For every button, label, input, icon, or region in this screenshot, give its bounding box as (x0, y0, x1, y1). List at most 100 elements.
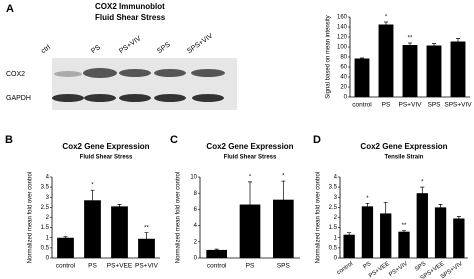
x-tick-label: PS (246, 263, 255, 270)
error-bar (402, 230, 406, 234)
lane-label: PS (90, 44, 102, 55)
y-tick-label: 20 (340, 85, 347, 91)
y-tick-label: 160 (337, 15, 348, 21)
y-tick-label: 140 (337, 25, 348, 31)
significance-marker: ** (144, 225, 149, 231)
bar (206, 249, 227, 258)
x-tick-label: PS+VIV (135, 263, 159, 270)
bar (84, 200, 101, 258)
row-label: GAPDH (6, 95, 31, 102)
y-tick-label: 2.5 (329, 205, 338, 211)
error-bar (408, 42, 412, 48)
blot-title: COX2 Immunoblot (95, 2, 165, 11)
bar (378, 24, 394, 97)
y-axis-label: Normalized mean fold over control (28, 172, 34, 263)
panel-letter: A (6, 3, 14, 15)
bar (343, 234, 355, 258)
x-tick-label: PS+VEE (107, 263, 133, 270)
error-bar (360, 57, 364, 60)
y-tick-label: 1.5 (329, 225, 338, 231)
bar (57, 237, 74, 258)
panel-letter: C (170, 134, 178, 146)
x-tick-label: control (207, 263, 227, 270)
y-tick-label: 60 (340, 65, 347, 71)
y-tick-label: 0.5 (41, 245, 50, 251)
error-bar (383, 201, 388, 225)
y-tick-label: 3.5 (329, 185, 338, 191)
y-tick-label: 2 (334, 215, 338, 221)
y-tick-label: 10 (190, 175, 197, 181)
bar (239, 204, 261, 258)
bar (380, 213, 392, 258)
x-tick-label: control (56, 263, 76, 270)
x-tick-label: SPS (414, 261, 427, 273)
blot-subtitle: Fluid Shear Stress (95, 13, 166, 22)
error-bar (214, 248, 219, 252)
bar (434, 207, 447, 258)
x-tick-label: SPS (427, 102, 441, 109)
y-axis-label: Normalized mean fold over control (316, 172, 322, 263)
y-tick-label: 0 (344, 95, 348, 101)
gapdh-bands (52, 94, 224, 102)
error-bar (384, 21, 388, 28)
significance-marker: * (366, 196, 369, 202)
bar (273, 199, 294, 258)
error-bar (144, 232, 149, 246)
x-tick-label: control (352, 102, 372, 109)
lane-label: PS+VIV (118, 35, 143, 55)
panel-letter: B (5, 134, 13, 146)
x-tick-label: SPS (277, 263, 291, 270)
panel-letter: D (313, 134, 321, 146)
x-tick-label: control (336, 261, 354, 276)
x-tick-label: PS+VIV (399, 102, 423, 109)
significance-marker: * (282, 174, 285, 180)
y-tick-label: 120 (337, 35, 348, 41)
y-tick-label: 80 (340, 55, 347, 61)
y-tick-label: 4 (334, 175, 338, 181)
error-bar (281, 180, 286, 219)
y-tick-label: 4 (46, 175, 50, 181)
significance-marker: * (91, 183, 94, 189)
error-bar (438, 203, 443, 211)
error-bar (432, 43, 436, 48)
error-bar (347, 232, 352, 238)
y-tick-label: 0.5 (329, 245, 338, 251)
error-bar (90, 189, 95, 211)
lane-label: SPS+VIV (186, 32, 214, 55)
chart-title: Cox2 Gene Expression (360, 142, 447, 151)
y-tick-label: 100 (337, 45, 348, 51)
y-tick-label: 0 (334, 256, 338, 262)
significance-marker: * (385, 15, 388, 21)
error-bar (248, 181, 252, 228)
bar (361, 206, 374, 258)
bar (402, 45, 418, 97)
bar (354, 58, 370, 97)
bar (453, 218, 465, 258)
error-bar (365, 202, 370, 210)
y-tick-label: 0 (46, 256, 50, 262)
x-tick-label: PS (382, 102, 391, 109)
bar (398, 231, 410, 258)
bar (426, 45, 442, 97)
bar (450, 41, 466, 97)
y-tick-label: 2.5 (41, 205, 50, 211)
significance-marker: ** (408, 36, 413, 42)
error-bar (420, 186, 425, 200)
bar (416, 193, 428, 258)
y-tick-label: 1 (334, 235, 338, 241)
y-tick-label: 2 (194, 239, 198, 245)
y-tick-label: 0 (194, 256, 198, 262)
blot-membrane (52, 58, 237, 110)
chart-subtitle: Fluid Shear Stress (224, 155, 277, 161)
y-tick-label: 3.5 (41, 185, 50, 191)
significance-marker: ** (402, 223, 407, 229)
y-tick-label: 6 (194, 207, 198, 213)
error-bar (456, 216, 461, 221)
x-tick-label: PS+VIV (388, 261, 409, 278)
lane-label: ctrl (40, 44, 52, 55)
y-axis-label: Normalized mean fold over control (176, 172, 182, 263)
chart-subtitle: Tensile Strain (385, 155, 424, 161)
bar (111, 206, 128, 258)
y-tick-label: 1 (46, 235, 50, 241)
